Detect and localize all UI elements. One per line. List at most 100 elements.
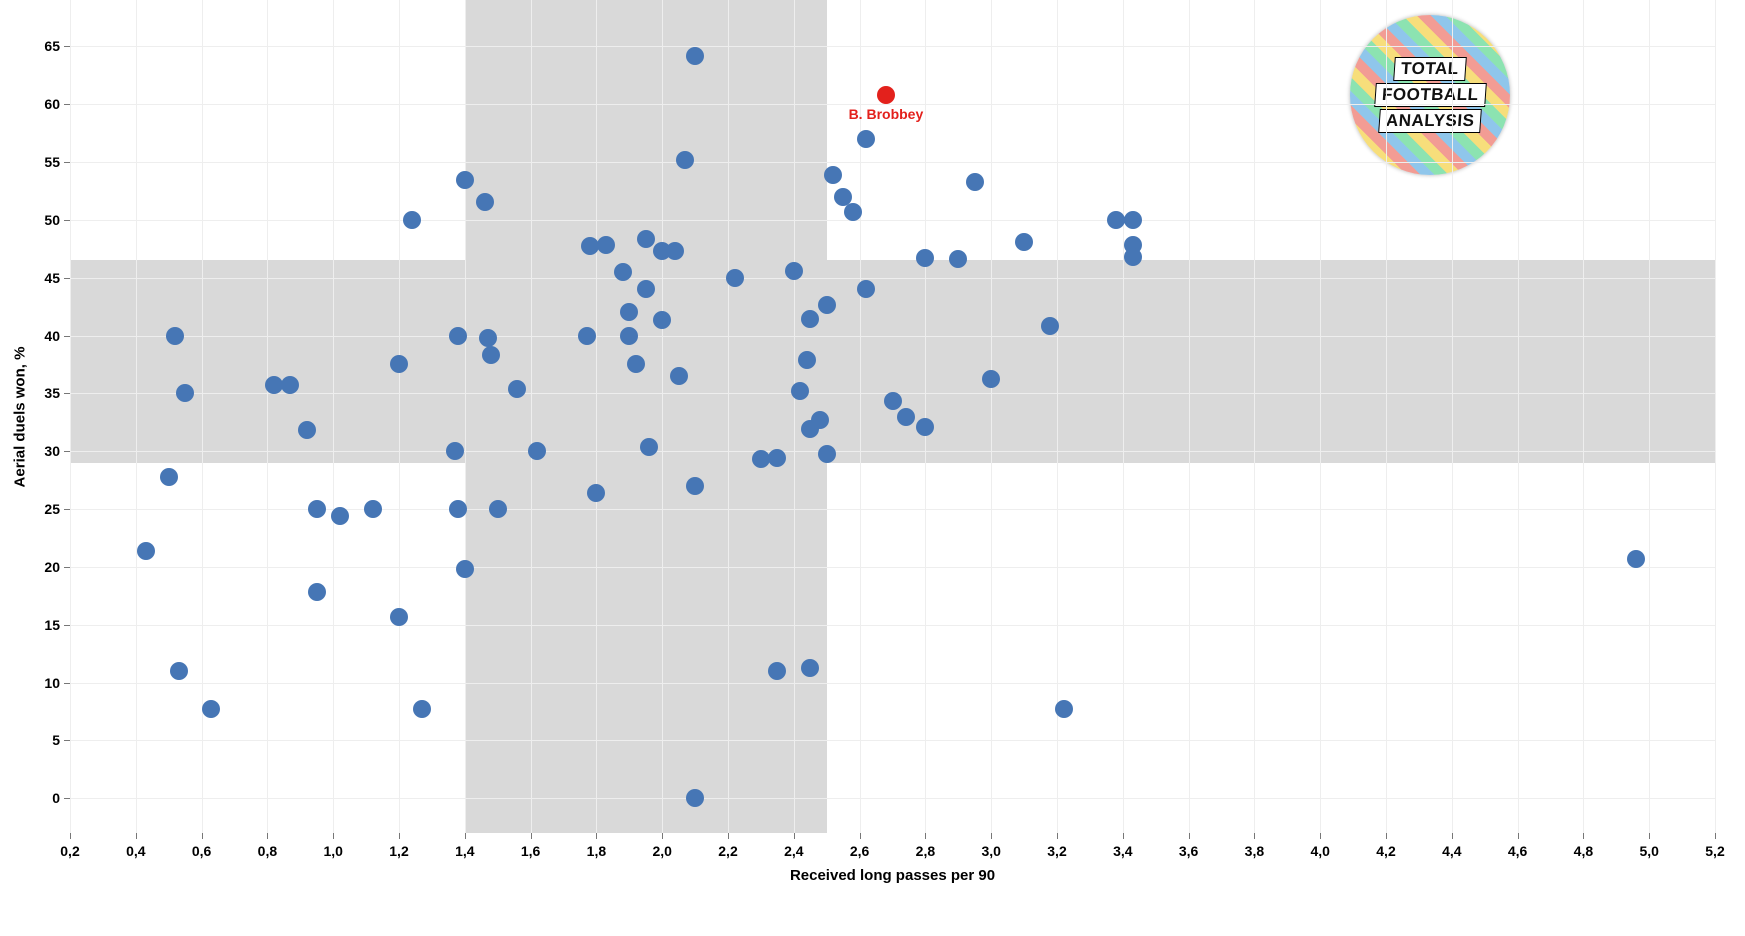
logo-text: TOTAL FOOTBALL ANALYSIS — [1350, 15, 1510, 175]
grid-line-vertical — [1254, 0, 1255, 833]
grid-line-vertical — [70, 0, 71, 833]
data-point — [265, 376, 283, 394]
scatter-chart: Received long passes per 90 Aerial duels… — [0, 0, 1745, 936]
y-tick-label: 60 — [44, 96, 60, 112]
grid-line-horizontal — [70, 798, 1715, 799]
grid-line-horizontal — [70, 740, 1715, 741]
x-tick-mark — [991, 833, 992, 839]
y-tick-mark — [64, 509, 70, 510]
data-point — [364, 500, 382, 518]
data-point — [824, 166, 842, 184]
data-point — [202, 700, 220, 718]
grid-line-vertical — [662, 0, 663, 833]
data-point — [798, 351, 816, 369]
y-tick-label: 50 — [44, 212, 60, 228]
x-tick-label: 0,2 — [60, 843, 79, 859]
x-tick-label: 1,6 — [521, 843, 540, 859]
x-tick-mark — [1189, 833, 1190, 839]
data-point — [637, 230, 655, 248]
data-point — [578, 327, 596, 345]
data-point — [653, 311, 671, 329]
data-point — [768, 449, 786, 467]
data-point — [1041, 317, 1059, 335]
x-tick-mark — [1452, 833, 1453, 839]
grid-line-horizontal — [70, 683, 1715, 684]
x-tick-mark — [1583, 833, 1584, 839]
x-tick-label: 3,2 — [1047, 843, 1066, 859]
grid-line-vertical — [925, 0, 926, 833]
data-point — [726, 269, 744, 287]
data-point — [1055, 700, 1073, 718]
x-tick-mark — [728, 833, 729, 839]
y-tick-mark — [64, 625, 70, 626]
data-point — [137, 542, 155, 560]
data-point — [897, 408, 915, 426]
x-tick-label: 1,4 — [455, 843, 474, 859]
data-point — [390, 608, 408, 626]
y-tick-mark — [64, 451, 70, 452]
x-tick-mark — [1254, 833, 1255, 839]
x-tick-mark — [202, 833, 203, 839]
data-point — [413, 700, 431, 718]
x-tick-mark — [465, 833, 466, 839]
data-point-highlight — [877, 86, 895, 104]
grid-line-vertical — [267, 0, 268, 833]
y-reference-band — [70, 260, 1715, 462]
data-point — [1107, 211, 1125, 229]
data-point — [768, 662, 786, 680]
x-tick-mark — [1057, 833, 1058, 839]
y-tick-mark — [64, 567, 70, 568]
grid-line-horizontal — [70, 220, 1715, 221]
grid-line-vertical — [860, 0, 861, 833]
data-point — [785, 262, 803, 280]
y-tick-label: 30 — [44, 443, 60, 459]
data-point — [446, 442, 464, 460]
y-tick-mark — [64, 393, 70, 394]
y-tick-mark — [64, 740, 70, 741]
x-tick-mark — [1715, 833, 1716, 839]
data-point-label: B. Brobbey — [849, 106, 924, 122]
x-tick-mark — [1320, 833, 1321, 839]
x-tick-mark — [860, 833, 861, 839]
x-tick-mark — [794, 833, 795, 839]
x-tick-label: 4,8 — [1574, 843, 1593, 859]
y-tick-label: 15 — [44, 617, 60, 633]
grid-line-vertical — [1386, 0, 1387, 833]
x-tick-mark — [662, 833, 663, 839]
y-tick-label: 25 — [44, 501, 60, 517]
y-tick-mark — [64, 220, 70, 221]
y-tick-label: 45 — [44, 270, 60, 286]
y-tick-label: 20 — [44, 559, 60, 575]
data-point — [403, 211, 421, 229]
grid-line-vertical — [399, 0, 400, 833]
x-tick-label: 4,0 — [1310, 843, 1329, 859]
x-tick-label: 3,8 — [1245, 843, 1264, 859]
grid-line-vertical — [1715, 0, 1716, 833]
data-point — [308, 500, 326, 518]
x-tick-label: 0,6 — [192, 843, 211, 859]
x-tick-label: 2,2 — [718, 843, 737, 859]
data-point — [528, 442, 546, 460]
data-point — [916, 418, 934, 436]
data-point — [298, 421, 316, 439]
data-point — [844, 203, 862, 221]
x-tick-mark — [136, 833, 137, 839]
x-tick-mark — [399, 833, 400, 839]
data-point — [597, 236, 615, 254]
x-axis-title: Received long passes per 90 — [790, 867, 995, 884]
data-point — [170, 662, 188, 680]
data-point — [857, 130, 875, 148]
x-tick-label: 0,4 — [126, 843, 145, 859]
x-tick-label: 4,6 — [1508, 843, 1527, 859]
grid-line-vertical — [1452, 0, 1453, 833]
grid-line-vertical — [728, 0, 729, 833]
data-point — [640, 438, 658, 456]
data-point — [818, 445, 836, 463]
data-point — [620, 327, 638, 345]
y-tick-mark — [64, 46, 70, 47]
logo-line-3: ANALYSIS — [1378, 109, 1482, 133]
data-point — [166, 327, 184, 345]
grid-line-vertical — [333, 0, 334, 833]
x-tick-mark — [70, 833, 71, 839]
data-point — [476, 193, 494, 211]
